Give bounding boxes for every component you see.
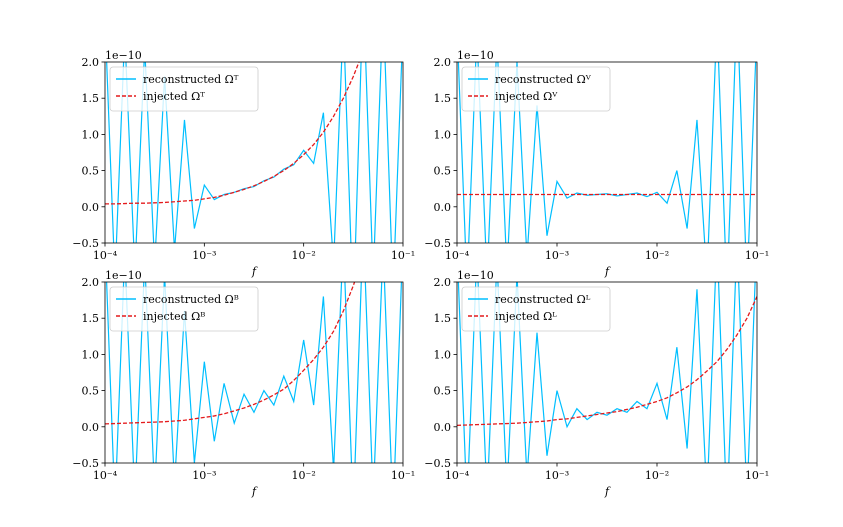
x-axis-label: f (251, 265, 258, 278)
y-tick-label: 2.0 (434, 56, 452, 69)
series-line (105, 62, 360, 205)
y-tick-label: −0.5 (72, 237, 99, 250)
x-tick-label: 10⁻¹ (391, 249, 415, 262)
y-offset-label: 1e−10 (105, 269, 142, 282)
y-tick-label: 1.5 (434, 92, 452, 105)
series-line (105, 282, 356, 425)
plot-area (105, 282, 403, 463)
y-tick-label: 1.0 (434, 128, 452, 141)
legend: reconstructed Ωⱽ injected Ωⱽ (461, 66, 611, 112)
legend-label: injected Ωᵀ (143, 90, 205, 103)
series-line (457, 62, 757, 243)
y-tick-label: 0.0 (434, 201, 452, 214)
x-tick-label: 10⁻⁴ (93, 469, 118, 482)
legend-box (109, 66, 259, 112)
axes-frame (456, 281, 758, 464)
y-tick-label: 0.0 (434, 421, 452, 434)
series-line (106, 282, 403, 463)
legend: reconstructed Ωᵀ injected Ωᵀ (109, 66, 259, 112)
x-axis-label: f (604, 265, 611, 278)
legend-label: reconstructed Ωᴸ (495, 293, 591, 306)
y-tick-label: 1.0 (434, 348, 452, 361)
y-tick-label: −0.5 (72, 457, 99, 470)
y-tick-label: 2.0 (82, 56, 100, 69)
x-tick-label: 10⁻² (292, 469, 316, 482)
x-tick-label: 10⁻⁴ (445, 249, 470, 262)
axes-frame (456, 61, 758, 244)
x-tick-label: 10⁻¹ (391, 469, 415, 482)
y-tick-label: 1.5 (82, 312, 100, 325)
series-line (457, 296, 757, 426)
legend-label: injected Ωᴸ (495, 310, 557, 323)
x-tick-label: 10⁻⁴ (93, 249, 118, 262)
y-tick-label: 0.5 (82, 385, 100, 398)
legend: reconstructed Ωᴸ injected Ωᴸ (461, 286, 611, 332)
plot-area (457, 282, 757, 463)
x-tick-label: 10⁻¹ (745, 249, 769, 262)
y-tick-label: 0.5 (82, 165, 100, 178)
plot-area (457, 62, 757, 243)
series-line (457, 282, 756, 463)
x-tick-label: 10⁻⁴ (445, 469, 470, 482)
axes-frame (104, 61, 404, 244)
y-tick-label: 2.0 (82, 276, 100, 289)
axes-frame (104, 281, 404, 464)
x-tick-label: 10⁻³ (545, 249, 569, 262)
legend-label: reconstructed Ωᴮ (143, 293, 239, 306)
y-tick-label: 1.0 (82, 348, 100, 361)
x-tick-label: 10⁻³ (192, 469, 216, 482)
legend: reconstructed Ωᴮ injected Ωᴮ (109, 286, 259, 332)
y-tick-label: 0.5 (434, 165, 452, 178)
legend-box (109, 286, 259, 332)
y-tick-label: −0.5 (424, 237, 451, 250)
y-offset-label: 1e−10 (105, 49, 142, 62)
y-tick-label: 2.0 (434, 276, 452, 289)
y-tick-label: −0.5 (424, 457, 451, 470)
x-tick-label: 10⁻³ (545, 469, 569, 482)
legend-label: injected Ωⱽ (495, 90, 558, 103)
series-line (106, 62, 403, 243)
x-tick-label: 10⁻¹ (745, 469, 769, 482)
x-tick-label: 10⁻² (645, 469, 669, 482)
legend-label: reconstructed Ωᵀ (143, 73, 239, 86)
legend-label: injected Ωᴮ (143, 310, 205, 323)
x-tick-label: 10⁻² (645, 249, 669, 262)
legend-box (461, 286, 611, 332)
x-axis-label: f (604, 485, 611, 498)
y-tick-label: 1.5 (82, 92, 100, 105)
y-tick-label: 1.5 (434, 312, 452, 325)
legend-box (461, 66, 611, 112)
y-offset-label: 1e−10 (457, 49, 494, 62)
x-tick-label: 10⁻² (292, 249, 316, 262)
y-tick-label: 1.0 (82, 128, 100, 141)
y-offset-label: 1e−10 (457, 269, 494, 282)
plot-area (105, 62, 403, 243)
x-tick-label: 10⁻³ (192, 249, 216, 262)
y-tick-label: 0.5 (434, 385, 452, 398)
legend-label: reconstructed Ωⱽ (495, 73, 592, 86)
x-axis-label: f (251, 485, 258, 498)
y-tick-label: 0.0 (82, 421, 100, 434)
y-tick-label: 0.0 (82, 201, 100, 214)
